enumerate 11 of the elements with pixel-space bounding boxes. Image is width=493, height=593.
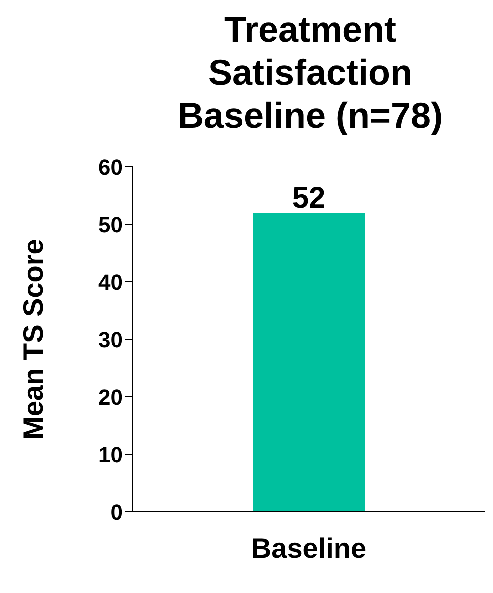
y-tick-label: 0 — [110, 500, 123, 525]
x-tick-label: Baseline — [251, 532, 367, 564]
y-tick-label: 50 — [98, 212, 123, 238]
y-tick-label: 40 — [98, 270, 123, 295]
y-tick-label: 60 — [98, 154, 123, 180]
y-axis-title: Mean TS Score — [18, 239, 49, 440]
data-label: 52 — [292, 182, 326, 215]
y-tick-label: 30 — [98, 327, 123, 352]
y-tick-label: 20 — [98, 384, 123, 410]
y-tick-label: 10 — [98, 442, 123, 468]
chart-title: Treatment Satisfaction Baseline (n=78) — [176, 8, 444, 137]
